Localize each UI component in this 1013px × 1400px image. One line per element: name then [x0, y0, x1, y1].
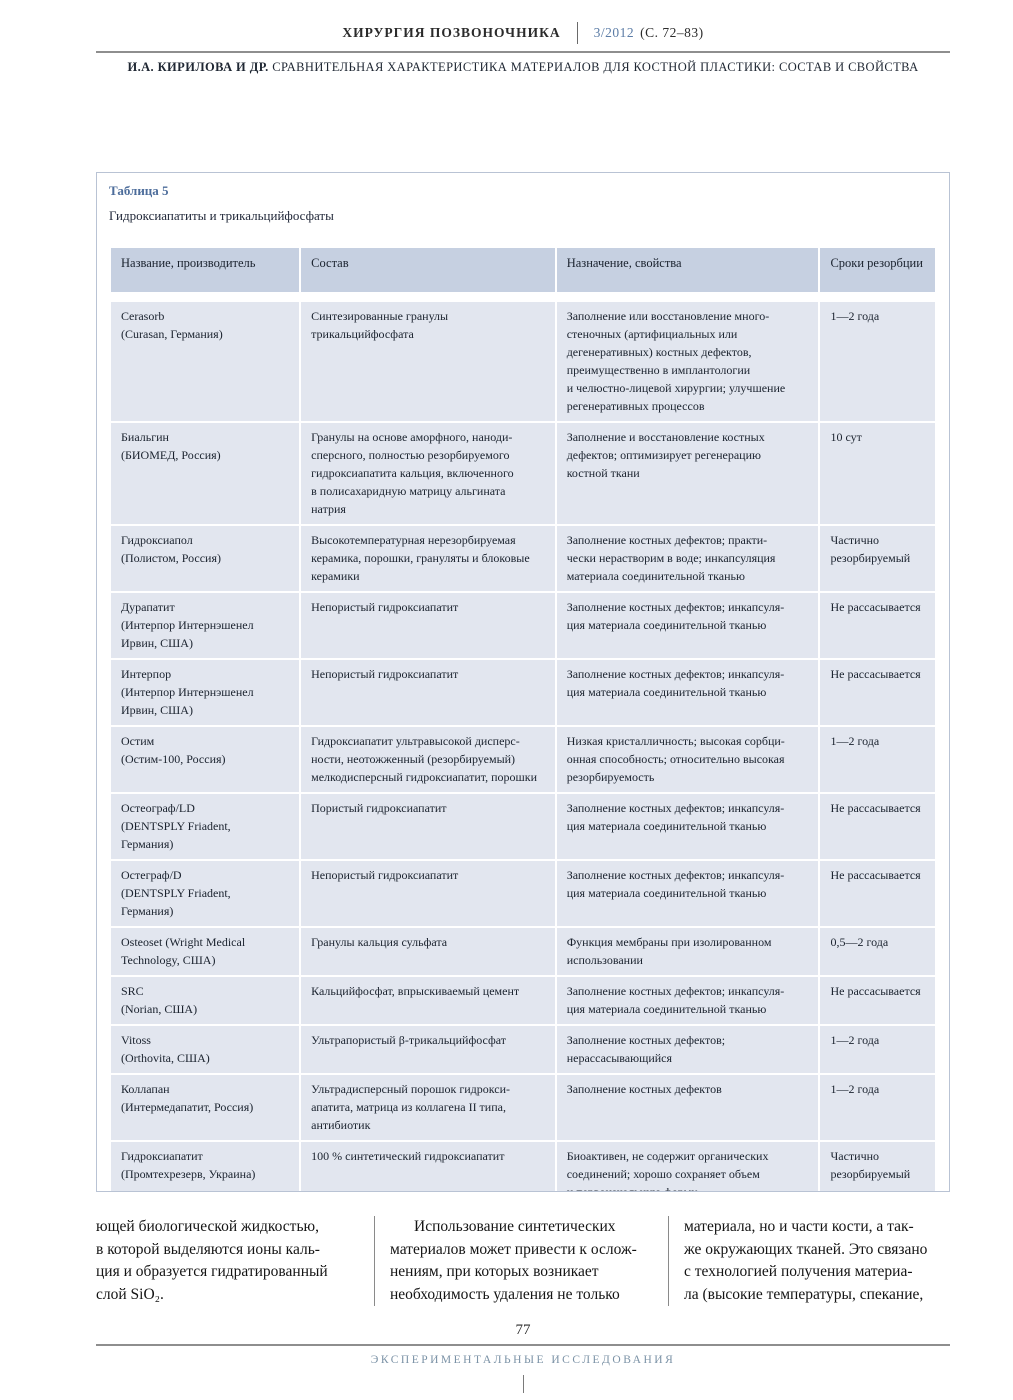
- column-header-composition: Состав: [301, 248, 555, 300]
- body-column-2: Использование синтетических материалов м…: [375, 1216, 669, 1306]
- cell-resorption: 1—2 года: [820, 727, 935, 792]
- cell-purpose: Биоактивен, не содержит органических сое…: [556, 1142, 819, 1191]
- cell-name: Vitoss (Orthovita, США): [111, 1026, 300, 1073]
- cell-composition: Непористый гидроксиапатит: [301, 861, 555, 926]
- page-header: ХИРУРГИЯ ПОЗВОНОЧНИКА 3/2012 (С. 72–83) …: [96, 22, 950, 75]
- authors: И.А. КИРИЛОВА И ДР.: [127, 60, 269, 74]
- table-row: Остеограф/LD (DENTSPLY Friadent, Германи…: [111, 794, 935, 859]
- cell-name: Дурапатит (Интерпор Интернэшенел Ирвин, …: [111, 593, 300, 658]
- cell-composition: 100 % синтетический гидроксиапатит: [301, 1142, 555, 1191]
- cell-resorption: 1—2 года: [820, 302, 935, 421]
- cell-resorption: Не рассасывается: [820, 977, 935, 1024]
- cell-name: SRC (Norian, США): [111, 977, 300, 1024]
- issue-number: 3/2012: [593, 25, 635, 40]
- article-title: СРАВНИТЕЛЬНАЯ ХАРАКТЕРИСТИКА МАТЕРИАЛОВ …: [272, 60, 919, 74]
- cell-purpose: Заполнение костных дефектов; инкапсуля- …: [556, 660, 819, 725]
- table-row: Гидроксиапол (Полистом, Россия) Высокоте…: [111, 526, 935, 591]
- cell-composition: Кальцийфосфат, впрыскиваемый цемент: [301, 977, 555, 1024]
- journal-name: ХИРУРГИЯ ПОЗВОНОЧНИКА: [342, 25, 561, 40]
- table-row: Дурапатит (Интерпор Интернэшенел Ирвин, …: [111, 593, 935, 658]
- table-title: Гидроксиапатиты и трикальцийфосфаты: [109, 208, 334, 223]
- cell-composition: Непористый гидроксиапатит: [301, 593, 555, 658]
- cell-purpose: Функция мембраны при изолированном испол…: [556, 928, 819, 975]
- issue-info: 3/2012 (С. 72–83): [594, 25, 704, 41]
- page-footer: 77 ЭКСПЕРИМЕНТАЛЬНЫЕ ИССЛЕДОВАНИЯ: [96, 1322, 950, 1393]
- cell-composition: Ультрадисперсный порошок гидрокси- апати…: [301, 1075, 555, 1140]
- cell-resorption: 1—2 года: [820, 1075, 935, 1140]
- footer-tick: [522, 1375, 524, 1393]
- cell-purpose: Заполнение костных дефектов; инкапсуля- …: [556, 794, 819, 859]
- cell-name: Cerasorb (Curasan, Германия): [111, 302, 300, 421]
- cell-purpose: Заполнение костных дефектов; инкапсуля- …: [556, 977, 819, 1024]
- cell-resorption: Не рассасывается: [820, 794, 935, 859]
- cell-resorption: Частично резорбируемый: [820, 1142, 935, 1191]
- cell-composition: Пористый гидроксиапатит: [301, 794, 555, 859]
- cell-name: Биальгин (БИОМЕД, Россия): [111, 423, 300, 524]
- cell-purpose: Заполнение или восстановление много- сте…: [556, 302, 819, 421]
- cell-purpose: Заполнение костных дефектов; практи- чес…: [556, 526, 819, 591]
- cell-name: Интерпор (Интерпор Интернэшенел Ирвин, С…: [111, 660, 300, 725]
- table-row: Vitoss (Orthovita, США) Ультрапористый β…: [111, 1026, 935, 1073]
- cell-resorption: Не рассасывается: [820, 593, 935, 658]
- article-title-line: И.А. КИРИЛОВА И ДР. СРАВНИТЕЛЬНАЯ ХАРАКТ…: [96, 53, 950, 75]
- cell-resorption: 10 сут: [820, 423, 935, 524]
- cell-composition: Гранулы кальция сульфата: [301, 928, 555, 975]
- table-row: Биальгин (БИОМЕД, Россия) Гранулы на осн…: [111, 423, 935, 524]
- cell-purpose: Низкая кристалличность; высокая сорбци- …: [556, 727, 819, 792]
- cell-name: Гидроксиапол (Полистом, Россия): [111, 526, 300, 591]
- section-label: ЭКСПЕРИМЕНТАЛЬНЫЕ ИССЛЕДОВАНИЯ: [370, 1354, 676, 1366]
- cell-resorption: Частично резорбируемый: [820, 526, 935, 591]
- footer-rule: [96, 1344, 950, 1346]
- cell-composition: Гидроксиапатит ультравысокой дисперс- но…: [301, 727, 555, 792]
- cell-composition: Высокотемпературная нерезорбируемая кера…: [301, 526, 555, 591]
- body-text: ющей биологической жидкостью, в которой …: [96, 1216, 950, 1306]
- table-row: Гидроксиапатит (Промтехрезерв, Украина) …: [111, 1142, 935, 1191]
- cell-name: Гидроксиапатит (Промтехрезерв, Украина): [111, 1142, 300, 1191]
- table-row: Остим (Остим-100, Россия) Гидроксиапатит…: [111, 727, 935, 792]
- cell-name: Остеограф/LD (DENTSPLY Friadent, Германи…: [111, 794, 300, 859]
- cell-composition: Синтезированные гранулы трикальцийфосфат…: [301, 302, 555, 421]
- table-row: Osteoset (Wright Medical Technology, США…: [111, 928, 935, 975]
- header-divider: [576, 22, 578, 44]
- cell-composition: Непористый гидроксиапатит: [301, 660, 555, 725]
- table-panel: Таблица 5 Гидроксиапатиты и трикальцийфо…: [96, 172, 950, 1192]
- cell-resorption: Не рассасывается: [820, 660, 935, 725]
- column-header-resorption: Сроки резорбции: [820, 248, 935, 300]
- page-number: 77: [515, 1322, 531, 1338]
- table-header-row: Название, производитель Состав Назначени…: [111, 248, 935, 300]
- cell-name: Osteoset (Wright Medical Technology, США…: [111, 928, 300, 975]
- table-row: SRC (Norian, США) Кальцийфосфат, впрыски…: [111, 977, 935, 1024]
- cell-resorption: 0,5—2 года: [820, 928, 935, 975]
- cell-purpose: Заполнение и восстановление костных дефе…: [556, 423, 819, 524]
- cell-name: Коллапан (Интермедапатит, Россия): [111, 1075, 300, 1140]
- materials-table: Название, производитель Состав Назначени…: [109, 246, 937, 1191]
- cell-name: Остим (Остим-100, Россия): [111, 727, 300, 792]
- table-label: Таблица 5: [109, 183, 169, 198]
- issue-pages: (С. 72–83): [640, 25, 704, 40]
- cell-purpose: Заполнение костных дефектов; инкапсуля- …: [556, 861, 819, 926]
- cell-composition: Ультрапористый β-трикальцийфосфат: [301, 1026, 555, 1073]
- journal-header-line: ХИРУРГИЯ ПОЗВОНОЧНИКА 3/2012 (С. 72–83): [96, 22, 950, 53]
- table-row: Коллапан (Интермедапатит, Россия) Ультра…: [111, 1075, 935, 1140]
- body-column-1: ющей биологической жидкостью, в которой …: [96, 1216, 375, 1306]
- table-row: Остеграф/D (DENTSPLY Friadent, Германия)…: [111, 861, 935, 926]
- cell-resorption: 1—2 года: [820, 1026, 935, 1073]
- column-header-name: Название, производитель: [111, 248, 300, 300]
- body-column-3: материала, но и части кости, а так- же о…: [684, 1218, 928, 1303]
- cell-composition: Гранулы на основе аморфного, наноди- спе…: [301, 423, 555, 524]
- cell-name: Остеграф/D (DENTSPLY Friadent, Германия): [111, 861, 300, 926]
- column-header-purpose: Назначение, свойства: [556, 248, 819, 300]
- table-row: Cerasorb (Curasan, Германия) Синтезирова…: [111, 302, 935, 421]
- table-row: Интерпор (Интерпор Интернэшенел Ирвин, С…: [111, 660, 935, 725]
- cell-purpose: Заполнение костных дефектов; нерассасыва…: [556, 1026, 819, 1073]
- cell-resorption: Не рассасывается: [820, 861, 935, 926]
- cell-purpose: Заполнение костных дефектов; инкапсуля- …: [556, 593, 819, 658]
- cell-purpose: Заполнение костных дефектов: [556, 1075, 819, 1140]
